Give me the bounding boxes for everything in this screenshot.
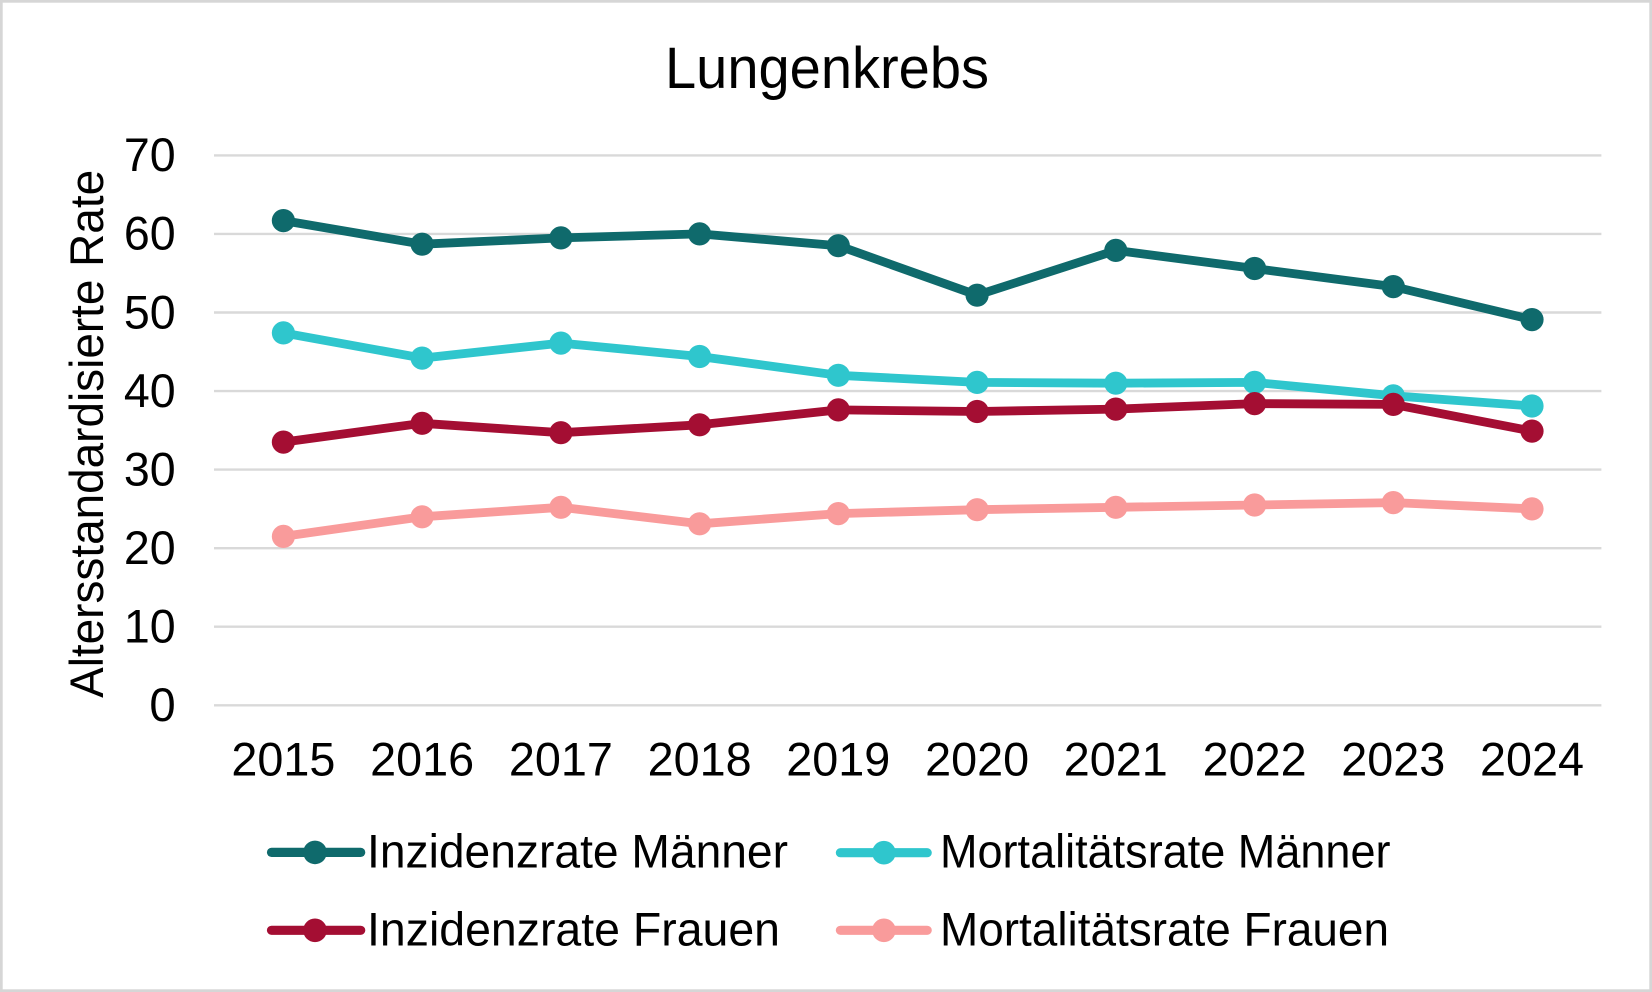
svg-text:40: 40 (124, 364, 176, 417)
svg-text:Inzidenzrate Frauen: Inzidenzrate Frauen (367, 902, 780, 955)
svg-text:2017: 2017 (509, 733, 613, 786)
svg-text:60: 60 (124, 207, 176, 260)
svg-text:50: 50 (124, 285, 176, 338)
svg-text:2018: 2018 (648, 733, 752, 786)
svg-text:Mortalitätsrate Männer: Mortalitätsrate Männer (940, 825, 1391, 878)
svg-text:2015: 2015 (231, 733, 335, 786)
svg-text:2019: 2019 (786, 733, 890, 786)
svg-text:2021: 2021 (1064, 733, 1168, 786)
svg-text:Altersstandardisierte Rate: Altersstandardisierte Rate (60, 170, 113, 698)
svg-text:70: 70 (124, 128, 176, 181)
svg-text:2016: 2016 (370, 733, 474, 786)
svg-text:2024: 2024 (1480, 733, 1584, 786)
svg-text:2022: 2022 (1203, 733, 1307, 786)
svg-text:Inzidenzrate Männer: Inzidenzrate Männer (367, 825, 788, 878)
svg-text:Mortalitätsrate Frauen: Mortalitätsrate Frauen (940, 902, 1389, 955)
svg-text:30: 30 (124, 442, 176, 495)
svg-text:10: 10 (124, 600, 176, 653)
svg-text:20: 20 (124, 521, 176, 574)
svg-text:Lungenkrebs: Lungenkrebs (665, 36, 989, 101)
svg-text:2023: 2023 (1341, 733, 1445, 786)
svg-text:2020: 2020 (925, 733, 1029, 786)
svg-text:0: 0 (149, 678, 175, 731)
